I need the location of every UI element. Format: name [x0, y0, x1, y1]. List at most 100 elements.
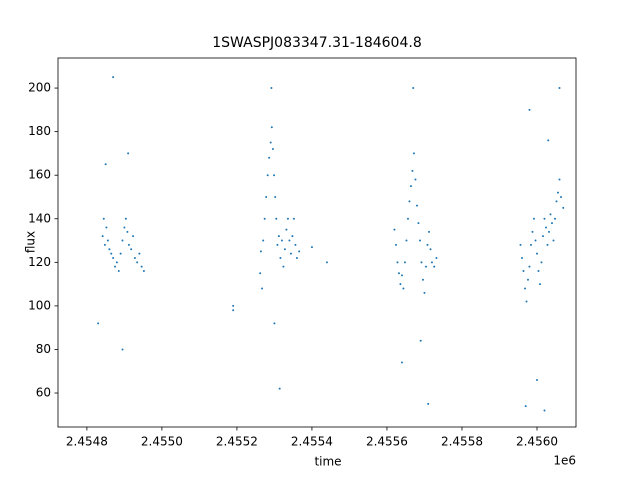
y-tick-label: 200	[28, 81, 51, 95]
point	[232, 309, 235, 312]
point	[526, 278, 529, 281]
x-tick-label: 2.4552	[216, 435, 258, 449]
point	[559, 195, 562, 198]
point	[123, 226, 126, 229]
point	[277, 235, 280, 238]
point	[406, 217, 409, 220]
point	[537, 270, 540, 273]
point	[283, 248, 286, 251]
point	[282, 265, 285, 268]
y-tick-label: 100	[28, 298, 51, 312]
point	[550, 222, 553, 225]
point	[130, 248, 133, 251]
point	[547, 139, 550, 142]
point	[424, 265, 427, 268]
point	[412, 152, 415, 155]
point	[556, 191, 559, 194]
y-tick-label: 80	[36, 342, 51, 356]
point	[555, 200, 558, 203]
x-tick-label: 2.4558	[441, 435, 483, 449]
point	[274, 195, 277, 198]
x-tick-label: 2.4550	[141, 435, 183, 449]
point	[270, 87, 273, 90]
point	[433, 265, 436, 268]
x-axis-label: time	[314, 455, 341, 469]
point	[103, 243, 106, 246]
point	[112, 76, 115, 79]
plot-frame	[57, 57, 577, 428]
point	[265, 195, 268, 198]
point	[520, 256, 523, 259]
point	[142, 270, 145, 273]
x-tick-label: 2.4560	[516, 435, 558, 449]
x-tick-label: 2.4548	[66, 435, 108, 449]
point	[278, 387, 281, 390]
point	[418, 239, 421, 242]
point	[266, 174, 269, 177]
point	[397, 272, 400, 275]
point	[400, 274, 403, 277]
point	[310, 246, 313, 249]
point	[117, 270, 120, 273]
point	[232, 304, 235, 307]
point	[133, 256, 136, 259]
point	[400, 361, 403, 364]
point	[121, 348, 124, 351]
point	[423, 291, 426, 294]
point	[127, 243, 130, 246]
point	[552, 239, 555, 242]
point	[292, 217, 295, 220]
point	[532, 217, 535, 220]
point	[417, 222, 420, 225]
point	[269, 141, 272, 144]
point	[540, 261, 543, 264]
point	[562, 206, 565, 209]
point	[426, 243, 429, 246]
point	[538, 283, 541, 286]
point	[529, 243, 532, 246]
point	[104, 163, 107, 166]
point	[114, 265, 117, 268]
point	[549, 213, 552, 216]
point	[525, 300, 528, 303]
point	[136, 261, 139, 264]
point	[403, 261, 406, 264]
point	[408, 200, 411, 203]
point	[132, 235, 135, 238]
chart-title: 1SWASPJ083347.31-184604.8	[212, 35, 421, 51]
point	[409, 185, 412, 188]
point	[268, 156, 271, 159]
point	[435, 256, 438, 259]
point	[547, 230, 550, 233]
point	[394, 243, 397, 246]
point	[115, 261, 118, 264]
point	[522, 270, 525, 273]
point	[325, 261, 328, 264]
point	[286, 217, 289, 220]
y-axis-label: flux	[24, 231, 38, 253]
point	[546, 243, 549, 246]
point	[262, 239, 265, 242]
point	[427, 402, 430, 405]
point	[427, 230, 430, 233]
point	[110, 252, 113, 255]
point	[126, 230, 129, 233]
point	[543, 409, 546, 412]
point	[285, 228, 288, 231]
y-tick-label: 120	[28, 255, 51, 269]
point	[541, 235, 544, 238]
point	[534, 239, 537, 242]
point	[531, 230, 534, 233]
x-tick-label: 2.4554	[291, 435, 333, 449]
point	[298, 250, 301, 253]
y-tick-label: 160	[28, 168, 51, 182]
y-tick-label: 180	[28, 124, 51, 138]
point	[108, 248, 111, 251]
point	[524, 405, 527, 408]
point	[295, 256, 298, 259]
point	[273, 174, 276, 177]
point	[294, 243, 297, 246]
point	[279, 256, 282, 259]
